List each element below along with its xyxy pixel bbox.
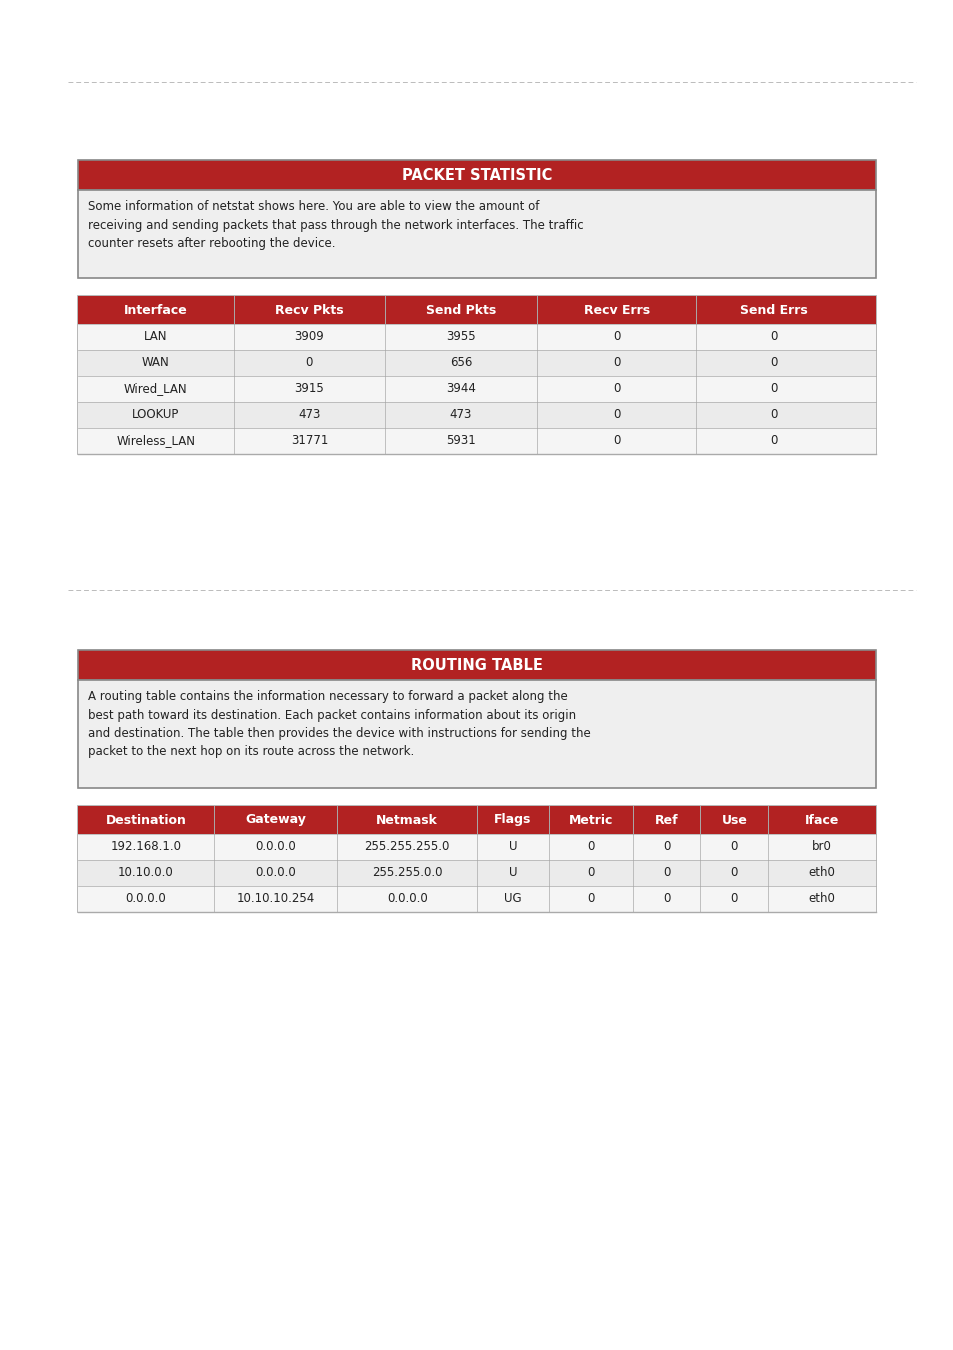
Text: 3944: 3944 xyxy=(446,382,476,396)
Text: 0.0.0.0: 0.0.0.0 xyxy=(254,867,295,879)
Text: 0: 0 xyxy=(586,841,594,853)
Bar xyxy=(78,296,875,324)
Text: 0: 0 xyxy=(586,867,594,879)
Bar xyxy=(78,161,875,190)
Text: Use: Use xyxy=(720,814,746,826)
Text: 0: 0 xyxy=(770,382,777,396)
Text: Recv Errs: Recv Errs xyxy=(583,304,649,316)
Text: 0: 0 xyxy=(613,435,619,447)
Text: 10.10.0.0: 10.10.0.0 xyxy=(118,867,173,879)
Text: 0.0.0.0: 0.0.0.0 xyxy=(254,841,295,853)
Bar xyxy=(78,428,875,454)
Text: eth0: eth0 xyxy=(808,867,835,879)
Text: WAN: WAN xyxy=(142,356,170,370)
Text: Send Errs: Send Errs xyxy=(740,304,807,316)
Text: A routing table contains the information necessary to forward a packet along the: A routing table contains the information… xyxy=(88,690,590,759)
Text: Recv Pkts: Recv Pkts xyxy=(274,304,343,316)
Text: 5931: 5931 xyxy=(446,435,476,447)
Text: 0: 0 xyxy=(662,841,670,853)
Text: 31771: 31771 xyxy=(291,435,328,447)
Text: 0: 0 xyxy=(662,867,670,879)
Bar xyxy=(78,350,875,377)
Text: 0: 0 xyxy=(613,382,619,396)
Bar xyxy=(78,886,875,913)
Text: 0: 0 xyxy=(586,892,594,906)
Text: Destination: Destination xyxy=(105,814,186,826)
Bar xyxy=(78,190,875,278)
Text: Metric: Metric xyxy=(568,814,612,826)
Text: Netmask: Netmask xyxy=(375,814,437,826)
Text: Some information of netstat shows here. You are able to view the amount of
recei: Some information of netstat shows here. … xyxy=(88,200,583,250)
Text: Send Pkts: Send Pkts xyxy=(425,304,496,316)
Bar xyxy=(78,806,875,834)
Text: U: U xyxy=(508,841,517,853)
Text: 0: 0 xyxy=(770,409,777,421)
Bar xyxy=(78,377,875,402)
Text: Interface: Interface xyxy=(124,304,188,316)
Text: 0.0.0.0: 0.0.0.0 xyxy=(126,892,166,906)
Text: ROUTING TABLE: ROUTING TABLE xyxy=(411,657,542,672)
Bar xyxy=(78,402,875,428)
Text: LOOKUP: LOOKUP xyxy=(132,409,179,421)
Text: 0: 0 xyxy=(613,331,619,343)
Text: Wired_LAN: Wired_LAN xyxy=(124,382,188,396)
Text: 3955: 3955 xyxy=(446,331,476,343)
Bar xyxy=(78,860,875,886)
Text: 0: 0 xyxy=(305,356,313,370)
Text: 3915: 3915 xyxy=(294,382,324,396)
Bar xyxy=(78,806,875,913)
Text: LAN: LAN xyxy=(144,331,168,343)
Text: 192.168.1.0: 192.168.1.0 xyxy=(111,841,181,853)
Bar xyxy=(78,296,875,454)
Bar xyxy=(78,834,875,860)
Text: eth0: eth0 xyxy=(808,892,835,906)
Text: Wireless_LAN: Wireless_LAN xyxy=(116,435,195,447)
Bar xyxy=(78,324,875,350)
Text: 0: 0 xyxy=(770,356,777,370)
Text: 0: 0 xyxy=(662,892,670,906)
Text: 255.255.0.0: 255.255.0.0 xyxy=(372,867,442,879)
Text: 0.0.0.0: 0.0.0.0 xyxy=(386,892,427,906)
Text: 656: 656 xyxy=(450,356,472,370)
Bar xyxy=(78,649,875,680)
Text: Gateway: Gateway xyxy=(245,814,306,826)
Text: 0: 0 xyxy=(770,435,777,447)
Text: Flags: Flags xyxy=(494,814,531,826)
Text: Iface: Iface xyxy=(804,814,839,826)
Text: 0: 0 xyxy=(730,867,738,879)
Text: 0: 0 xyxy=(730,841,738,853)
Text: 255.255.255.0: 255.255.255.0 xyxy=(364,841,450,853)
Text: 0: 0 xyxy=(613,356,619,370)
Text: 0: 0 xyxy=(613,409,619,421)
Text: 473: 473 xyxy=(298,409,320,421)
Text: 3909: 3909 xyxy=(294,331,324,343)
Text: U: U xyxy=(508,867,517,879)
Text: PACKET STATISTIC: PACKET STATISTIC xyxy=(401,167,552,182)
Text: 10.10.10.254: 10.10.10.254 xyxy=(236,892,314,906)
Text: UG: UG xyxy=(503,892,521,906)
Text: 0: 0 xyxy=(730,892,738,906)
Text: 473: 473 xyxy=(450,409,472,421)
Text: 0: 0 xyxy=(770,331,777,343)
Text: br0: br0 xyxy=(811,841,831,853)
Bar xyxy=(78,680,875,788)
Text: Ref: Ref xyxy=(654,814,678,826)
